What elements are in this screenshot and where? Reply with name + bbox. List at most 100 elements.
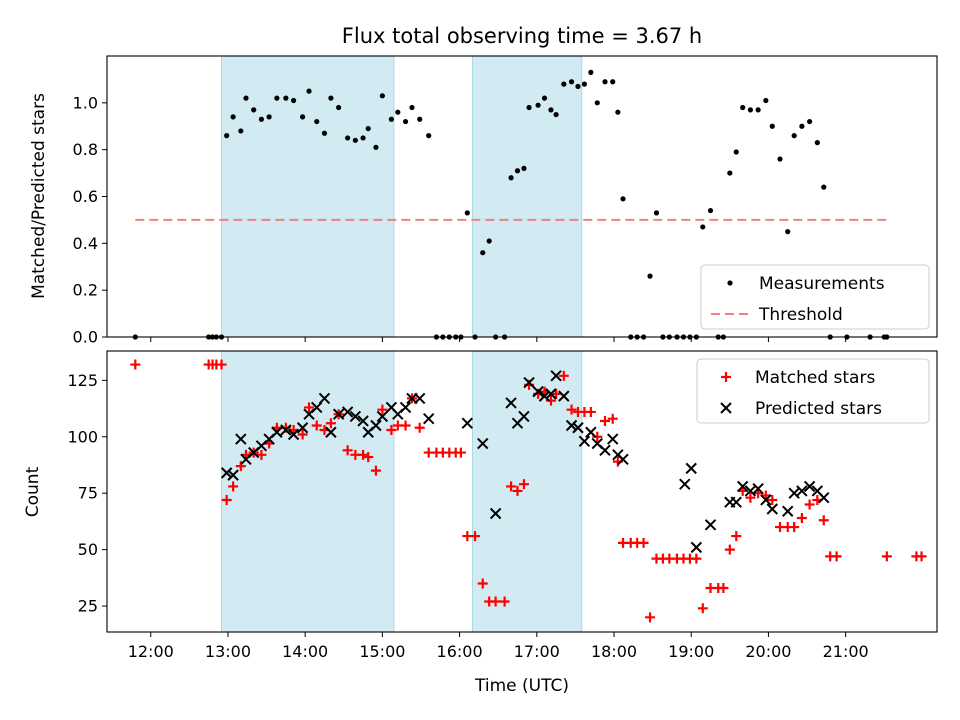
data-point bbox=[306, 88, 312, 94]
legend-entry: Measurements bbox=[727, 274, 885, 294]
data-point bbox=[328, 95, 334, 101]
data-point bbox=[553, 111, 559, 118]
data-point bbox=[235, 433, 247, 445]
bottom-y-axis-label: Count bbox=[23, 466, 43, 517]
data-point bbox=[588, 69, 594, 75]
data-point bbox=[796, 513, 807, 524]
y-tick-label: 0.2 bbox=[73, 281, 98, 300]
data-point bbox=[821, 184, 827, 190]
data-point bbox=[325, 426, 337, 438]
data-point bbox=[541, 95, 548, 101]
y-tick-label: 1.0 bbox=[73, 93, 98, 112]
x-tick-label: 15:00 bbox=[359, 642, 405, 661]
shaded-interval bbox=[472, 350, 583, 633]
y-tick-label: 0.8 bbox=[73, 140, 98, 159]
data-point bbox=[402, 118, 409, 125]
data-point bbox=[617, 453, 629, 466]
data-point bbox=[638, 537, 649, 548]
data-point bbox=[707, 207, 714, 214]
data-point bbox=[243, 95, 249, 101]
data-point bbox=[568, 79, 575, 85]
data-point bbox=[578, 435, 591, 447]
data-point bbox=[235, 461, 246, 472]
data-point bbox=[388, 116, 394, 122]
data-point bbox=[360, 135, 366, 141]
data-point bbox=[311, 420, 322, 431]
data-point bbox=[551, 388, 562, 399]
data-point bbox=[731, 531, 742, 542]
data-point bbox=[230, 114, 236, 120]
data-point bbox=[767, 494, 778, 505]
data-point bbox=[607, 413, 618, 424]
y-tick-label: 50 bbox=[78, 540, 98, 559]
data-point bbox=[763, 97, 769, 104]
data-point bbox=[228, 481, 239, 492]
data-point bbox=[766, 503, 778, 515]
data-point bbox=[572, 422, 584, 434]
shaded-interval bbox=[221, 350, 395, 633]
y-tick-label: 125 bbox=[67, 371, 98, 390]
data-point bbox=[769, 123, 775, 129]
data-point bbox=[414, 422, 425, 433]
data-point bbox=[216, 359, 227, 370]
data-point bbox=[258, 116, 265, 122]
x-tick-label: 16:00 bbox=[437, 642, 483, 661]
data-point bbox=[227, 469, 239, 481]
data-point bbox=[523, 376, 535, 389]
data-point bbox=[548, 107, 554, 113]
data-point bbox=[220, 467, 233, 479]
data-point bbox=[645, 612, 656, 623]
data-point bbox=[325, 418, 336, 429]
y-tick-label: 100 bbox=[67, 427, 98, 446]
data-point bbox=[602, 79, 608, 85]
data-point bbox=[789, 522, 800, 533]
legend-entry: Matched stars bbox=[721, 368, 875, 388]
data-point bbox=[818, 515, 829, 526]
data-point bbox=[296, 422, 309, 434]
data-point bbox=[304, 402, 315, 413]
data-point bbox=[679, 478, 691, 490]
data-point bbox=[508, 175, 514, 181]
data-point bbox=[506, 481, 517, 492]
data-point bbox=[791, 133, 797, 139]
data-point bbox=[733, 149, 739, 155]
data-point bbox=[518, 479, 529, 490]
data-point bbox=[691, 553, 702, 564]
data-point bbox=[409, 104, 415, 111]
data-point bbox=[238, 128, 244, 134]
data-point bbox=[224, 133, 230, 139]
legend-label: Measurements bbox=[759, 274, 885, 294]
legend-entry: Threshold bbox=[711, 305, 843, 325]
data-point bbox=[477, 437, 489, 450]
data-point bbox=[585, 406, 596, 417]
x-tick-label: 21:00 bbox=[823, 642, 869, 661]
data-point bbox=[566, 404, 577, 415]
data-point bbox=[532, 385, 544, 398]
data-point bbox=[724, 544, 735, 555]
data-point bbox=[505, 397, 517, 409]
data-point bbox=[365, 125, 371, 132]
data-point bbox=[377, 404, 388, 415]
plot-frame bbox=[106, 350, 938, 633]
legend-box bbox=[700, 264, 930, 330]
data-point bbox=[358, 449, 369, 460]
x-tick-label: 20:00 bbox=[745, 642, 791, 661]
legend: Measurements Threshold bbox=[700, 264, 930, 330]
data-point bbox=[565, 419, 578, 432]
data-point bbox=[521, 165, 527, 171]
data-point bbox=[704, 519, 717, 531]
data-point bbox=[370, 419, 382, 432]
data-point bbox=[283, 95, 289, 101]
data-point bbox=[747, 107, 754, 113]
data-point bbox=[271, 426, 283, 438]
data-point bbox=[464, 210, 470, 216]
data-point bbox=[803, 480, 816, 493]
data-point bbox=[352, 137, 358, 143]
data-point bbox=[538, 390, 551, 402]
x-axis-label: Time (UTC) bbox=[474, 676, 569, 696]
data-point bbox=[470, 531, 481, 542]
data-point bbox=[370, 465, 381, 476]
data-point bbox=[386, 424, 397, 435]
data-point bbox=[685, 462, 697, 475]
data-point bbox=[700, 224, 706, 230]
